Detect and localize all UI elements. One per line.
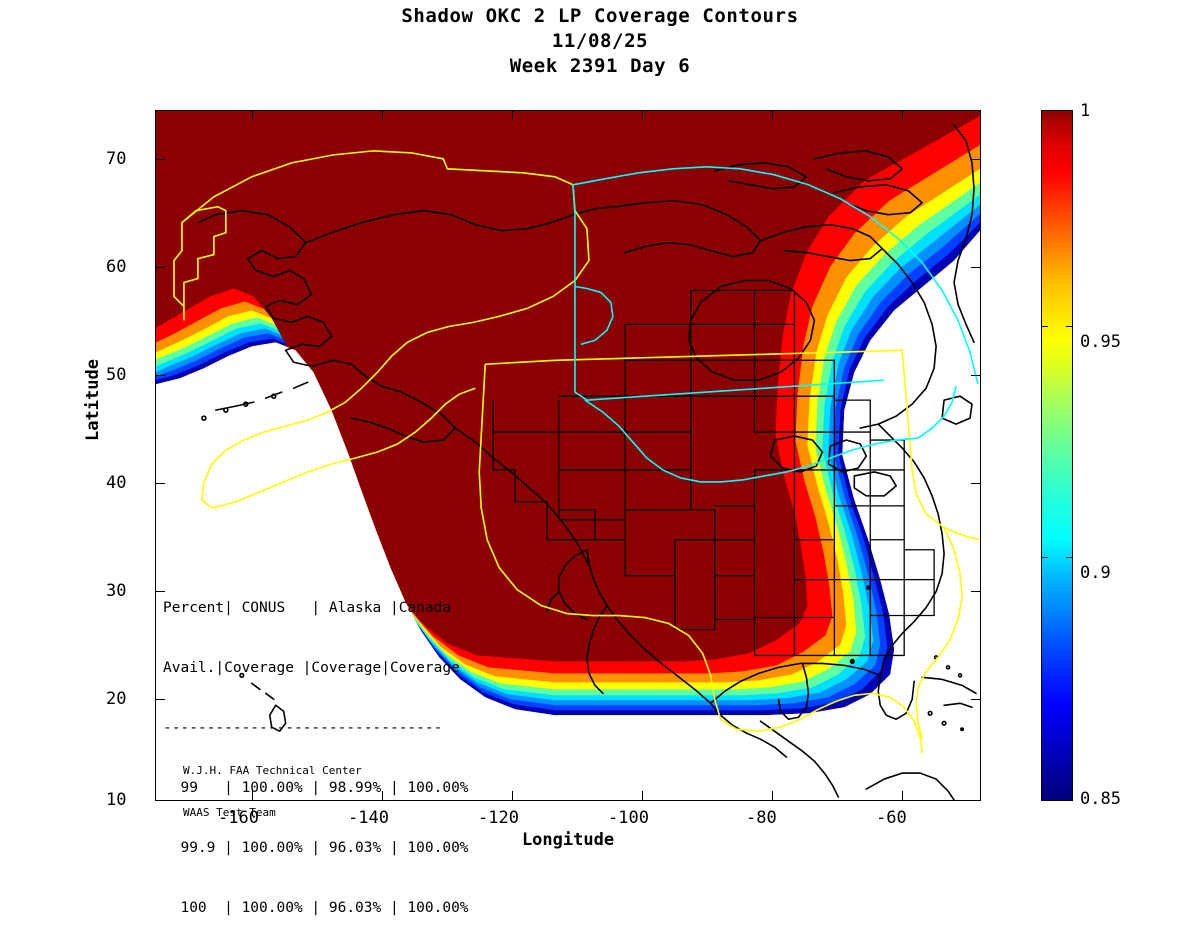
coverage-contour-bands [156, 111, 980, 716]
ytick-right-30 [971, 591, 980, 593]
ytick-70 [156, 159, 165, 161]
credit-block: W.J.H. FAA Technical Center WAAS Test Te… [183, 736, 362, 834]
ytick-20 [156, 699, 165, 701]
xtick-m100 [642, 791, 644, 800]
xtick-label-m60: -60 [876, 808, 907, 828]
colorbar-tick-095-left [1041, 326, 1048, 328]
coastline-layer [197, 124, 977, 800]
ytick-label-70: 70 [106, 149, 127, 169]
y-axis-label: Latitude [83, 359, 103, 441]
colorbar-tick-090-left [1041, 557, 1048, 559]
xtick-m160 [252, 791, 254, 800]
ytick-label-60: 60 [106, 257, 127, 277]
xtick-top-m80 [772, 111, 774, 120]
colorbar-label-09: 0.9 [1080, 563, 1111, 583]
coverage-contour-svg [156, 111, 980, 800]
map-islands [849, 585, 965, 732]
xtick-m120 [512, 791, 514, 800]
ytick-label-10: 10 [106, 790, 127, 810]
colorbar-label-095: 0.95 [1080, 332, 1121, 352]
table-row: 99 | 100.00% | 98.99% | 100.00% [163, 780, 469, 796]
table-row: 99.9 | 100.00% | 96.03% | 100.00% [163, 840, 469, 856]
xtick-m60 [902, 791, 904, 800]
ytick-label-20: 20 [106, 689, 127, 709]
xtick-top-m120 [512, 111, 514, 120]
xtick-top-m60 [902, 111, 904, 120]
ytick-50 [156, 375, 165, 377]
xtick-top-m140 [382, 111, 384, 120]
us-state-borders [492, 289, 935, 657]
credit-line-1: W.J.H. FAA Technical Center [183, 764, 362, 777]
stats-divider: -------------------------------- [163, 720, 443, 736]
title-line-3: Week 2391 Day 6 [509, 55, 691, 77]
colorbar-label-085: 0.85 [1080, 789, 1121, 809]
ytick-right-20 [971, 699, 980, 701]
chart-title: Shadow OKC 2 LP Coverage Contours 11/08/… [0, 4, 1200, 79]
colorbar-tick-095 [1066, 326, 1073, 328]
canada-region-boundary [572, 166, 979, 483]
table-row: 100 | 100.00% | 96.03% | 100.00% [163, 900, 469, 916]
title-line-2: 11/08/25 [551, 30, 649, 52]
ytick-30 [156, 591, 165, 593]
coverage-map-plot [155, 110, 981, 801]
ytick-label-30: 30 [106, 581, 127, 601]
ytick-label-50: 50 [106, 365, 127, 385]
xtick-label-m120: -120 [478, 808, 519, 828]
ytick-right-40 [971, 483, 980, 485]
colorbar-tick-090 [1066, 557, 1073, 559]
credit-line-2: WAAS Test Team [183, 806, 276, 819]
stats-header-row-2: Avail.|Coverage |Coverage|Coverage [163, 660, 460, 676]
ytick-label-40: 40 [106, 473, 127, 493]
xtick-top-m100 [642, 111, 644, 120]
xtick-label-m80: -80 [746, 808, 777, 828]
xtick-m140 [382, 791, 384, 800]
ytick-right-60 [971, 267, 980, 269]
ytick-right-70 [971, 159, 980, 161]
xtick-m80 [772, 791, 774, 800]
ytick-right-50 [971, 375, 980, 377]
map-canvas [156, 111, 980, 800]
conus-alaska-region-boundary [173, 150, 980, 754]
xtick-label-m160: -160 [218, 808, 259, 828]
colorbar-label-1: 1 [1080, 101, 1091, 121]
ytick-60 [156, 267, 165, 269]
stats-header-row-1: Percent| CONUS | Alaska |Canada [163, 600, 452, 616]
xtick-top-m160 [252, 111, 254, 120]
colorbar-gradient [1041, 110, 1073, 801]
xtick-label-m100: -100 [608, 808, 649, 828]
ytick-40 [156, 483, 165, 485]
title-line-1: Shadow OKC 2 LP Coverage Contours [401, 5, 799, 27]
colorbar [1041, 110, 1073, 801]
xtick-label-m140: -140 [348, 808, 389, 828]
x-axis-label: Longitude [521, 830, 615, 850]
